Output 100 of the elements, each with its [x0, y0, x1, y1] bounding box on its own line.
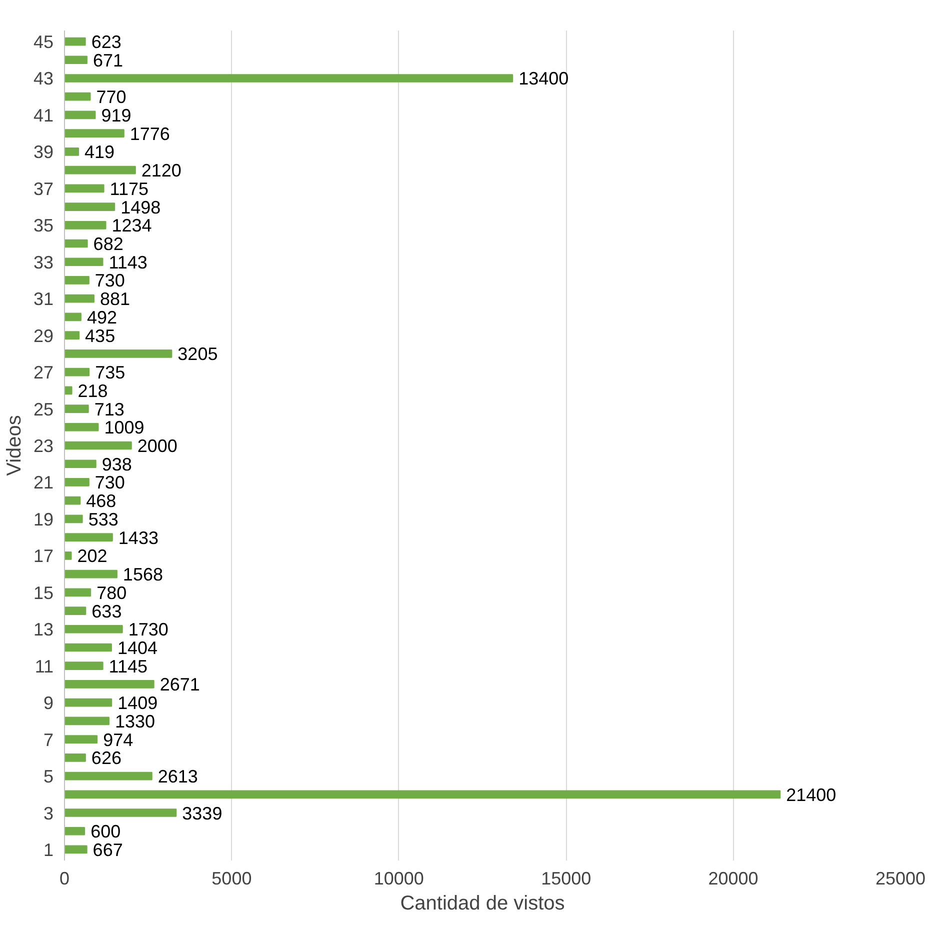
bar — [64, 735, 98, 744]
data-label: 533 — [88, 509, 118, 530]
y-tick-label: 45 — [33, 32, 54, 52]
data-label: 735 — [95, 362, 126, 383]
data-label: 626 — [91, 748, 122, 768]
x-axis-title: Cantidad de vistos — [400, 892, 565, 914]
y-tick-label: 23 — [33, 436, 54, 456]
data-label: 671 — [92, 50, 123, 70]
bar — [64, 276, 90, 284]
data-label: 1330 — [114, 711, 156, 732]
bar — [64, 220, 106, 230]
data-label: 938 — [102, 454, 132, 474]
bar — [64, 74, 514, 82]
y-tick-label: 35 — [33, 216, 54, 236]
data-label: 713 — [94, 399, 124, 420]
bar — [64, 37, 86, 46]
y-axis-title: Videos — [3, 415, 26, 476]
data-label: 919 — [101, 105, 132, 126]
bar — [64, 624, 123, 634]
bar — [64, 386, 72, 395]
y-tick-label: 31 — [33, 289, 54, 310]
bar — [64, 148, 80, 156]
y-tick-label: 15 — [33, 582, 54, 603]
y-tick-label: 3 — [43, 803, 54, 824]
data-label: 780 — [96, 582, 127, 603]
data-label: 1730 — [128, 620, 168, 640]
bar — [64, 184, 104, 193]
bar — [64, 716, 110, 726]
bar — [64, 772, 152, 780]
bar — [64, 826, 86, 836]
bar — [64, 129, 124, 138]
y-tick-label: 37 — [33, 178, 54, 199]
y-tick-label: 25 — [33, 399, 54, 420]
bar — [64, 331, 80, 340]
y-tick-label: 17 — [33, 546, 54, 566]
bar — [64, 422, 99, 432]
y-tick-label: 41 — [33, 105, 54, 126]
bar — [64, 92, 91, 101]
y-tick-label: 5 — [43, 766, 54, 787]
data-label: 682 — [93, 234, 124, 254]
bar — [64, 790, 781, 799]
data-label: 1433 — [118, 528, 158, 548]
bar — [64, 808, 177, 817]
y-tick-label: 7 — [43, 730, 54, 750]
bar — [64, 110, 96, 120]
x-tick-label: 10000 — [374, 868, 424, 888]
x-tick-label: 15000 — [541, 868, 592, 888]
data-label: 974 — [103, 730, 134, 750]
data-label: 730 — [94, 270, 125, 291]
y-tick-label: 21 — [33, 472, 54, 493]
bar — [64, 350, 172, 358]
data-label: 1143 — [108, 252, 148, 272]
data-label: 1145 — [108, 656, 148, 676]
y-tick-label: 13 — [33, 620, 54, 640]
data-label: 1498 — [120, 197, 161, 218]
bar — [64, 312, 82, 322]
bar — [64, 294, 94, 303]
bar — [64, 496, 81, 505]
data-label: 1234 — [112, 216, 152, 236]
y-tick-label: 27 — [33, 362, 54, 383]
data-label: 1776 — [130, 124, 170, 144]
bar — [64, 56, 88, 64]
bar — [64, 368, 90, 376]
bar — [64, 552, 72, 560]
data-label: 468 — [86, 491, 116, 512]
data-label: 21400 — [786, 784, 836, 805]
data-label: 3339 — [182, 803, 222, 824]
bar — [64, 258, 104, 266]
y-tick-label: 39 — [33, 142, 54, 162]
bar — [64, 478, 90, 486]
bar — [64, 239, 88, 248]
data-label: 1568 — [122, 564, 163, 585]
data-label: 492 — [86, 307, 117, 328]
bar — [64, 514, 83, 524]
data-label: 218 — [78, 380, 108, 401]
data-label: 1175 — [110, 178, 149, 199]
bar — [64, 845, 88, 854]
bar — [64, 753, 86, 762]
data-label: 2671 — [160, 674, 200, 695]
data-label: 667 — [92, 840, 123, 860]
y-tick-label: 43 — [33, 68, 54, 89]
data-label: 2000 — [137, 436, 178, 456]
bar — [64, 570, 118, 578]
data-label: 600 — [90, 822, 121, 842]
data-label: 1009 — [104, 418, 144, 438]
bar — [64, 202, 116, 211]
y-tick-label: 19 — [33, 509, 54, 530]
data-label: 202 — [77, 546, 108, 566]
data-label: 770 — [96, 87, 126, 108]
data-label: 1404 — [117, 638, 158, 658]
bar — [64, 662, 104, 670]
bar — [64, 588, 92, 597]
bar — [64, 680, 154, 688]
x-tick-label: 0 — [59, 868, 70, 888]
bar — [64, 404, 89, 413]
data-label: 1409 — [118, 693, 158, 714]
y-tick-label: 29 — [33, 326, 54, 346]
data-label: 623 — [91, 32, 122, 52]
y-tick-label: 9 — [43, 693, 54, 714]
data-label: 3205 — [178, 344, 218, 364]
